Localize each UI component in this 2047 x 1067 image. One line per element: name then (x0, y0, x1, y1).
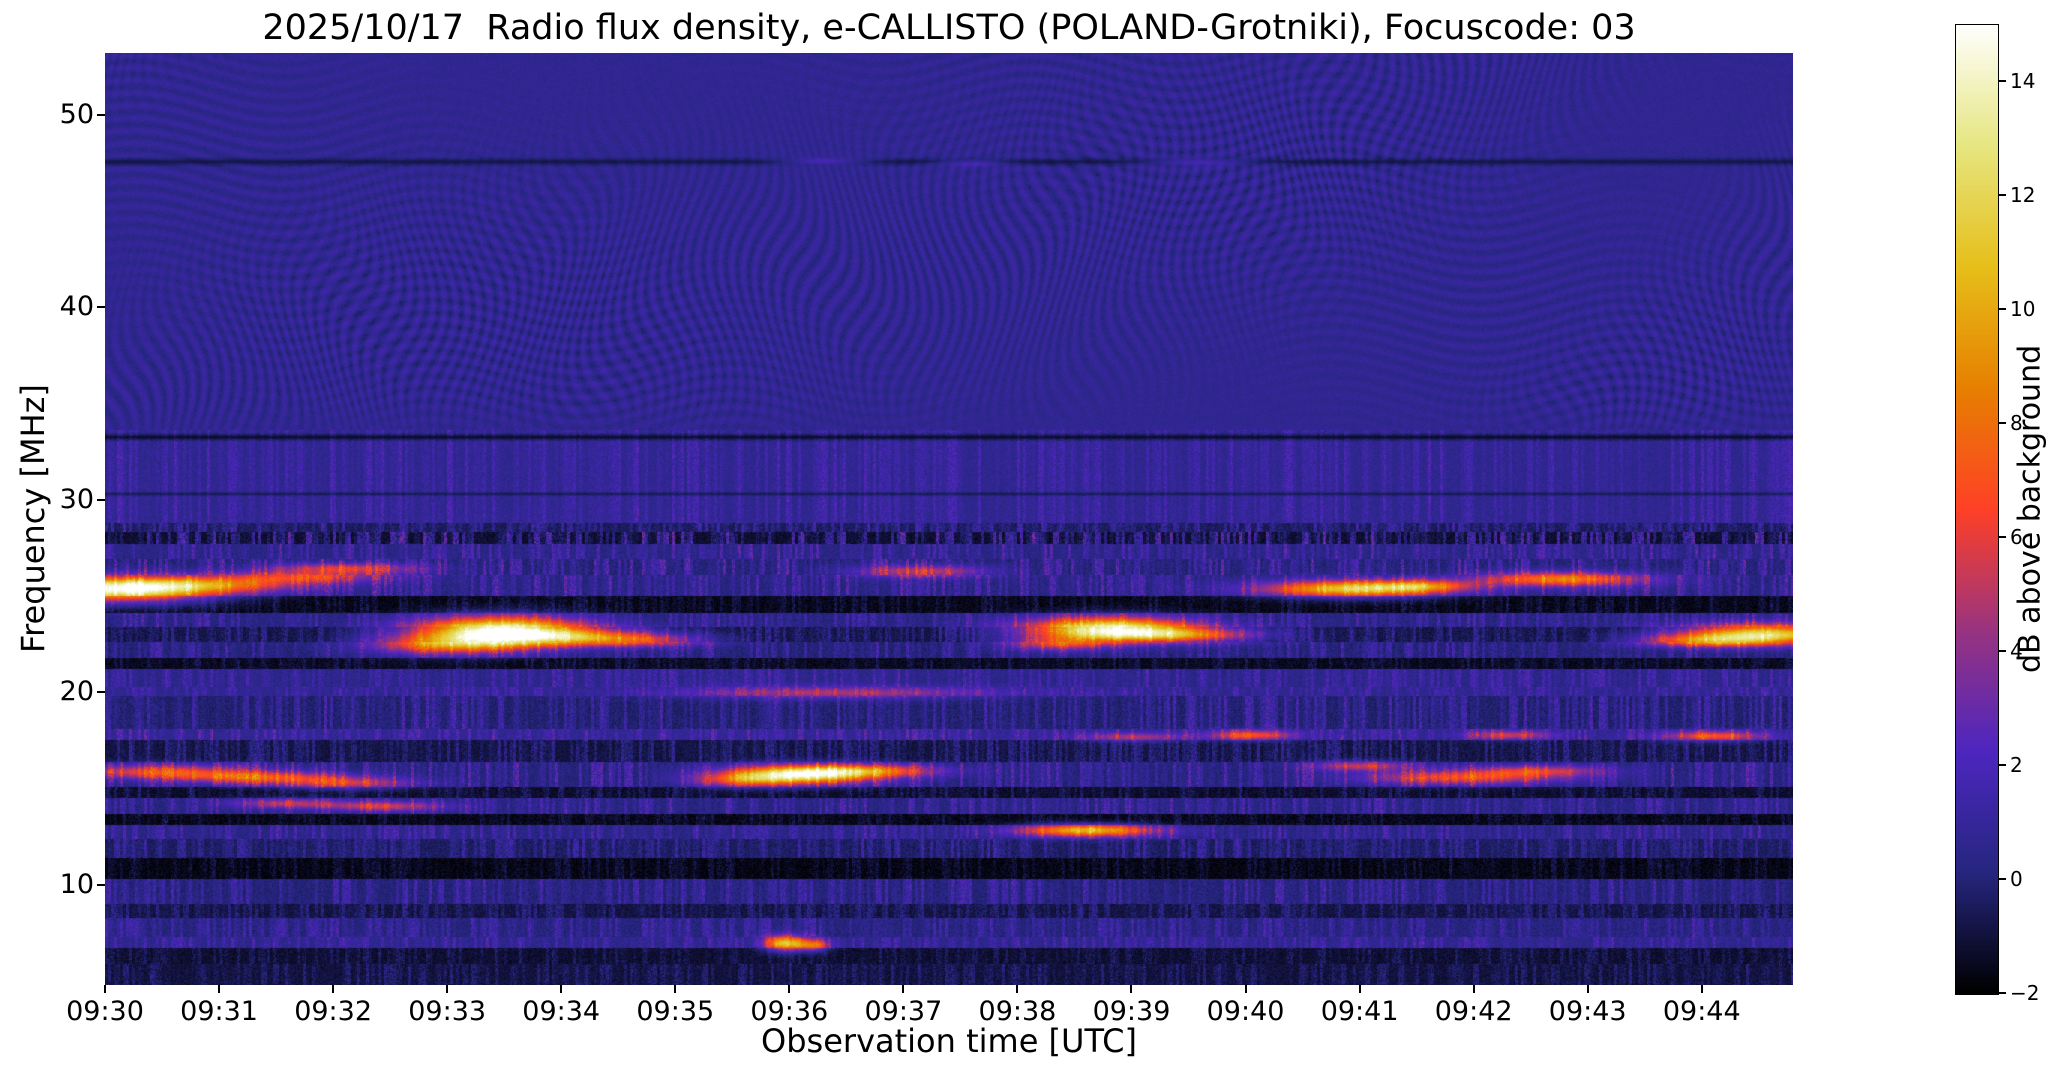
colorbar-tick-label: 0 (2010, 867, 2023, 891)
colorbar-canvas (1955, 24, 1999, 995)
x-tick-mark (560, 985, 563, 993)
y-tick-mark (97, 691, 105, 694)
colorbar-tick-mark (1999, 80, 2006, 82)
y-tick-label: 20 (59, 676, 94, 708)
x-tick-mark (674, 985, 677, 993)
colorbar-tick-mark (1999, 650, 2006, 652)
x-tick-label: 09:38 (978, 996, 1057, 1027)
colorbar-label: dB above background (2012, 344, 2047, 673)
y-tick-mark (97, 883, 105, 886)
colorbar-tick-label: 2 (2010, 753, 2023, 777)
y-tick-label: 30 (59, 483, 94, 515)
x-tick-label: 09:31 (180, 996, 258, 1027)
x-tick-mark (1244, 985, 1247, 993)
colorbar-tick-mark (1999, 422, 2006, 424)
colorbar-tick-mark (1999, 536, 2006, 538)
chart-title: 2025/10/17 Radio flux density, e-CALLIST… (262, 8, 1636, 48)
x-tick-mark (218, 985, 221, 993)
x-tick-mark (446, 985, 449, 993)
colorbar-tick-label: 10 (2010, 297, 2036, 321)
colorbar-tick-label: 6 (2010, 525, 2023, 549)
x-tick-label: 09:41 (1320, 996, 1399, 1027)
y-tick-mark (97, 306, 105, 309)
colorbar-tick-label: −2 (2010, 981, 2040, 1005)
x-tick-label: 09:32 (294, 996, 372, 1027)
x-tick-mark (332, 985, 335, 993)
y-axis-label: Frequency [MHz] (14, 384, 52, 654)
y-tick-label: 10 (59, 868, 94, 900)
colorbar-tick-mark (1999, 308, 2006, 310)
x-axis-label: Observation time [UTC] (761, 1022, 1137, 1060)
colorbar-tick-label: 8 (2010, 411, 2023, 435)
x-tick-mark (104, 985, 106, 993)
x-tick-mark (1130, 985, 1133, 993)
x-tick-mark (788, 985, 791, 993)
y-tick-mark (97, 113, 105, 116)
x-tick-mark (1016, 985, 1019, 993)
x-tick-label: 09:36 (750, 996, 829, 1027)
x-tick-label: 09:35 (636, 996, 715, 1027)
x-tick-label: 09:44 (1662, 996, 1741, 1027)
colorbar-tick-mark (1999, 878, 2006, 880)
colorbar-tick-label: 12 (2010, 183, 2036, 207)
x-tick-label: 09:43 (1548, 996, 1627, 1027)
x-tick-mark (1700, 985, 1703, 993)
x-tick-mark (1358, 985, 1361, 993)
x-tick-label: 09:42 (1434, 996, 1513, 1027)
colorbar-tick-mark (1999, 194, 2006, 196)
colorbar-tick-label: 4 (2010, 639, 2023, 663)
x-tick-label: 09:34 (522, 996, 601, 1027)
x-tick-label: 09:40 (1206, 996, 1285, 1027)
colorbar-tick-mark (1999, 764, 2006, 766)
x-tick-mark (1586, 985, 1589, 993)
x-tick-label: 09:33 (408, 996, 487, 1027)
x-tick-label: 09:37 (864, 996, 943, 1027)
y-tick-label: 50 (59, 98, 94, 130)
x-tick-label: 09:30 (66, 996, 144, 1027)
colorbar-tick-mark (1999, 992, 2006, 994)
y-tick-label: 40 (59, 291, 94, 323)
x-tick-mark (1472, 985, 1475, 993)
colorbar-tick-label: 14 (2010, 69, 2036, 93)
spectrogram-canvas (105, 53, 1793, 985)
x-tick-mark (902, 985, 905, 993)
y-tick-mark (97, 498, 105, 501)
x-tick-label: 09:39 (1092, 996, 1171, 1027)
